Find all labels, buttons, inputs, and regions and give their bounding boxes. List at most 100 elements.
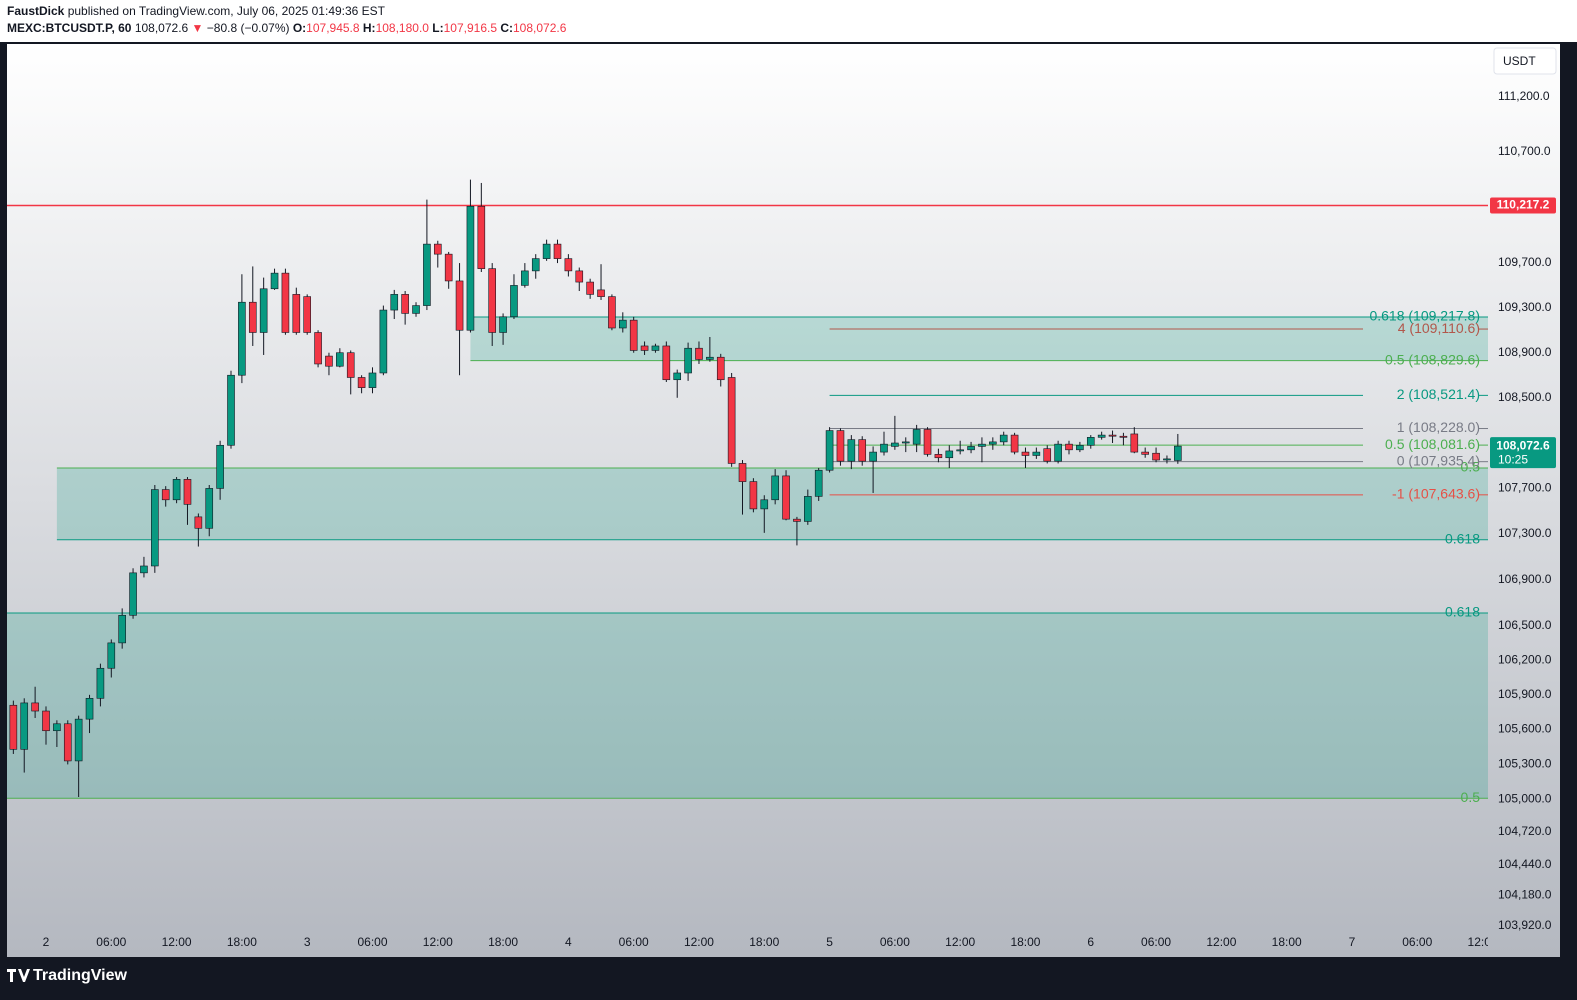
- fib-level-label: -1 (107,643.6): [1392, 486, 1480, 502]
- candle-body: [1141, 451, 1149, 455]
- currency-button[interactable]: USDT: [1493, 47, 1557, 75]
- candle-body: [684, 347, 692, 374]
- candle-body: [1010, 434, 1019, 453]
- x-tick-label: 12:00: [423, 935, 453, 949]
- y-tick-label: 110,700.0: [1498, 144, 1551, 158]
- price-axis: 111,200.0 110,700.0 109,700.0 109,300.0 108,…: [1490, 89, 1556, 932]
- candle-body: [912, 429, 921, 445]
- candle-body: [270, 272, 279, 290]
- x-tick-label: 12:00: [1206, 935, 1236, 949]
- candle-body: [934, 454, 943, 459]
- candle-body: [1076, 444, 1084, 451]
- y-tick-label: 111,200.0: [1498, 89, 1550, 103]
- candle-body: [956, 449, 964, 452]
- zone-bottom-label: 0.5: [1461, 789, 1481, 805]
- candle-body: [423, 243, 431, 306]
- candle-body: [205, 488, 214, 529]
- arrow: ▼: [192, 21, 204, 35]
- candle-body: [662, 345, 671, 381]
- candle-body: [390, 294, 399, 311]
- candle-body: [379, 309, 388, 374]
- candle-body: [804, 496, 812, 522]
- zone-top-label: 0.5: [1461, 459, 1481, 475]
- x-tick-label: 3: [304, 935, 311, 949]
- x-tick-label: 6: [1087, 935, 1094, 949]
- candle-body: [161, 489, 170, 501]
- candle-body: [107, 642, 116, 669]
- y-tick-label: 105,900.0: [1498, 687, 1552, 701]
- candle-body: [444, 253, 453, 282]
- x-tick-label: 4: [565, 935, 572, 949]
- x-tick-label: 06:00: [880, 935, 910, 949]
- price: 108,072.6: [131, 21, 191, 35]
- candle-body: [1043, 448, 1052, 462]
- y-tick-label: 108,500.0: [1498, 390, 1552, 404]
- last-price-label: 108,072.6: [1496, 438, 1550, 452]
- candle-body: [477, 205, 486, 269]
- currency-button-bg[interactable]: [1493, 47, 1557, 75]
- candle-body: [1119, 435, 1128, 438]
- candle-body: [1021, 451, 1030, 456]
- candle-body: [194, 516, 203, 529]
- x-tick-label: 06:00: [96, 935, 126, 949]
- candle-body: [314, 332, 322, 365]
- price-line-tag: [1490, 197, 1556, 214]
- candle-body: [836, 430, 845, 462]
- candle-body: [20, 702, 29, 750]
- o-value: 107,945.8: [306, 21, 363, 35]
- candle-body: [216, 444, 224, 489]
- candle-body: [629, 319, 638, 351]
- candle-body: [31, 702, 39, 712]
- x-tick-label: 5: [826, 935, 833, 949]
- currency-label[interactable]: USDT: [1503, 54, 1536, 68]
- countdown-label: 10:25: [1498, 452, 1528, 466]
- y-tick-label: 108,900.0: [1498, 345, 1552, 359]
- zone-bottom-label: 0.5 (108,829.6): [1385, 351, 1480, 367]
- candle-body: [1065, 443, 1073, 451]
- candle-body: [281, 272, 290, 333]
- candle-body: [608, 296, 616, 329]
- candle-body: [651, 345, 660, 351]
- x-tick-label: 12:00: [684, 935, 714, 949]
- l-value: 107,916.5: [444, 21, 501, 35]
- candle-body: [336, 352, 344, 367]
- zone-top-label: 0.618: [1445, 604, 1480, 620]
- candle-body: [749, 481, 758, 510]
- candle-body: [542, 243, 551, 259]
- candle-body: [183, 479, 192, 505]
- candle-body: [510, 285, 518, 318]
- y-tick-label: 106,900.0: [1498, 572, 1552, 586]
- logo-icon[interactable]: [7, 969, 30, 982]
- candle-body: [586, 281, 594, 295]
- candle-body: [455, 280, 464, 331]
- candle-body: [85, 697, 94, 720]
- h-value: 108,180.0: [376, 21, 433, 35]
- footer-logo[interactable]: TradingView: [7, 967, 128, 984]
- candle-body: [531, 258, 540, 272]
- candle-body: [259, 288, 268, 333]
- y-tick-label: 104,440.0: [1498, 857, 1552, 871]
- candle-body: [433, 243, 442, 255]
- candle-body: [172, 479, 181, 501]
- candle-body: [129, 572, 137, 616]
- candle-body: [978, 443, 986, 447]
- fib-level-label: 0.5 (108,081.6): [1385, 436, 1480, 452]
- candle-body: [466, 205, 475, 331]
- candle-body: [346, 352, 355, 378]
- candle-body: [858, 439, 867, 462]
- author: FaustDick: [7, 4, 65, 18]
- candle-body: [760, 499, 769, 510]
- candle-body: [945, 450, 954, 459]
- l-label: L:: [432, 21, 443, 35]
- x-tick-label: 06:00: [619, 935, 649, 949]
- candle-body: [412, 305, 420, 314]
- candle-body: [238, 301, 246, 376]
- symbol: MEXC:BTCUSDT.P, 60: [7, 21, 132, 35]
- candle-body: [292, 294, 301, 333]
- candle-body: [357, 377, 366, 388]
- candle-body: [727, 377, 736, 464]
- candle-body: [553, 243, 562, 259]
- brand[interactable]: TradingView: [33, 967, 128, 984]
- zone-top-label: 0.618 (109,217.8): [1369, 308, 1480, 324]
